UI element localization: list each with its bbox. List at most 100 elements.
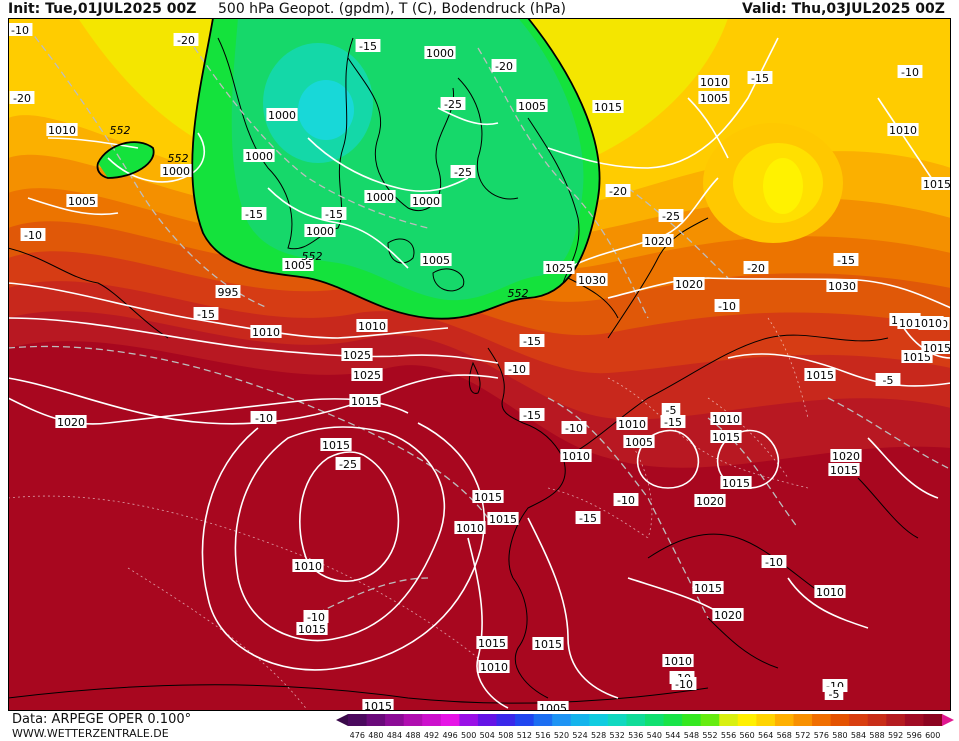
legend-swatch [477,714,497,726]
svg-text:-10: -10 [617,494,635,507]
legend-tick-label: 588 [869,731,884,740]
geopotential-552-contour [96,18,601,320]
pressure-label: 1015 [349,394,381,408]
svg-text:-10: -10 [11,24,29,37]
legend-tick-label: 536 [628,731,643,740]
temperature-label: -10 [561,421,587,435]
legend-tick-label: 576 [814,731,829,740]
pressure-label: 1020 [55,415,87,429]
temperature-label: -10 [8,23,33,37]
legend-tick-label: 592 [888,731,903,740]
legend-swatch [607,714,627,726]
pressure-label: 1020 [642,234,674,248]
pressure-label: 1010 [560,449,592,463]
svg-text:1010: 1010 [480,661,508,674]
svg-text:1025: 1025 [545,262,573,275]
temperature-label: -10 [714,299,740,313]
legend-swatch [719,714,739,726]
svg-text:-20: -20 [747,262,765,275]
svg-text:1020: 1020 [696,495,724,508]
legend-swatch [515,714,535,726]
svg-text:1015: 1015 [806,369,834,382]
svg-text:1010: 1010 [700,76,728,89]
svg-text:1010: 1010 [816,586,844,599]
svg-text:1010: 1010 [889,124,917,137]
svg-text:1015: 1015 [923,178,951,191]
valid-time-label: Valid: Thu,03JUL2025 00Z [742,1,945,17]
temperature-label: -10 [251,411,277,425]
legend-swatch [366,714,386,726]
svg-text:-15: -15 [197,308,215,321]
svg-text:1015: 1015 [364,700,392,711]
svg-text:-10: -10 [565,422,583,435]
legend-swatch [403,714,423,726]
temperature-label: -15 [355,39,381,53]
legend-swatch [793,714,813,726]
legend-tick-label: 516 [535,731,550,740]
pressure-label: 1015 [476,636,508,650]
svg-text:1015: 1015 [712,431,740,444]
svg-text:1000: 1000 [366,191,394,204]
legend-tick-label: 480 [368,731,383,740]
svg-text:1005: 1005 [539,702,567,711]
svg-text:1015: 1015 [298,623,326,636]
legend-tick-label: 492 [424,731,439,740]
pressure-label: 1015 [296,622,328,636]
temperature-label: -25 [440,97,466,111]
svg-text:1015: 1015 [830,464,858,477]
svg-text:1015: 1015 [351,395,379,408]
temperature-label: -10 [897,65,923,79]
legend-tick-label: 596 [907,731,922,740]
pressure-label: 1000 [243,149,275,163]
temperature-label: -10 [303,610,329,624]
pressure-label: 1015 [921,341,951,355]
legend-tick-label: 520 [554,731,569,740]
svg-text:1015: 1015 [903,351,931,364]
svg-text:1020: 1020 [57,416,85,429]
legend-tick-label: 548 [684,731,699,740]
legend-tick-label: 560 [739,731,754,740]
legend-tick-label: 580 [832,731,847,740]
legend-swatch [830,714,850,726]
temperature-label: -5 [824,687,844,701]
pressure-label: 1000 [410,194,442,208]
temperature-label: -10 [613,493,639,507]
legend-swatch [812,714,832,726]
map-title: 500 hPa Geopot. (gpdm), T (C), Bodendruc… [218,1,566,17]
pressure-label: 1025 [543,261,575,275]
svg-text:1000: 1000 [412,195,440,208]
svg-text:1010: 1010 [562,450,590,463]
legend-swatch [923,714,943,726]
pressure-label: 1030 [826,279,858,293]
pressure-label: 1005 [698,91,730,105]
temperature-label: -15 [519,334,545,348]
svg-text:1020: 1020 [644,235,672,248]
svg-text:-15: -15 [325,208,343,221]
pressure-label: 1010 [478,660,510,674]
temperature-label: -15 [241,207,267,221]
pressure-label: 1015 [720,476,752,490]
temperature-label: -20 [605,184,631,198]
svg-text:552: 552 [508,287,529,300]
legend-tick-label: 568 [777,731,792,740]
legend-swatch [700,714,720,726]
svg-text:-10: -10 [508,363,526,376]
pressure-label: 1015 [532,637,564,651]
legend-swatch [570,714,590,726]
pressure-label: 1015 [710,430,742,444]
pressure-label: 1015 [320,438,352,452]
temperature-label: -10 [504,362,530,376]
pressure-label: 1000 [266,108,298,122]
pressure-label: 1005 [623,435,655,449]
svg-text:1010: 1010 [664,655,692,668]
website-label: WWW.WETTERZENTRALE.DE [12,727,169,740]
legend-tick-label: 504 [480,731,495,740]
svg-text:1010: 1010 [618,418,646,431]
map-labels: 1000 1005 1000 1000 1010 1000 1005 1000 1000 1000… [8,23,951,711]
svg-text:1000: 1000 [426,47,454,60]
svg-text:1015: 1015 [478,637,506,650]
legend-swatch [552,714,572,726]
svg-text:1025: 1025 [343,349,371,362]
legend-tick-label: 476 [350,731,365,740]
svg-text:1015: 1015 [594,101,622,114]
